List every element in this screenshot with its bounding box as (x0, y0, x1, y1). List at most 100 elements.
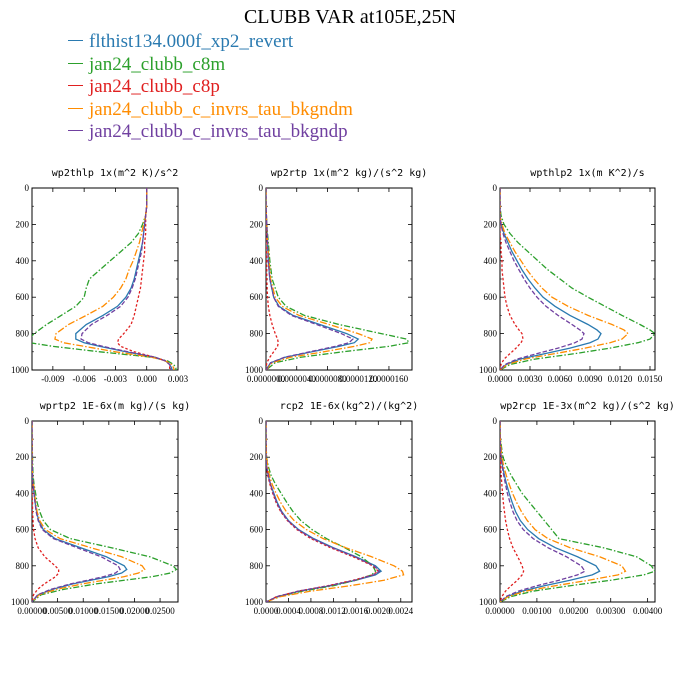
x-tick-label: -0.003 (104, 374, 128, 384)
y-tick-label: 400 (16, 256, 30, 266)
chart-panel: wprtp2 1E-6x(m kg)/(s kg) 0 200 400 600 800 10… (11, 401, 190, 616)
legend-label: jan24_clubb_c8p (89, 76, 220, 97)
y-tick-label: 400 (250, 488, 264, 498)
x-tick-label: 0.0030 (518, 374, 543, 384)
plot-frame (31, 187, 179, 371)
x-tick-label: -0.009 (41, 374, 65, 384)
series-line (266, 188, 354, 370)
panel-title: wp2rtp 1x(m^2 kg)/(s^2 kg) (271, 168, 428, 179)
series-line (80, 188, 172, 370)
x-tick-label: 0.0000 (254, 606, 279, 616)
y-tick-label: 800 (484, 561, 498, 571)
panel-title: rcp2 1E-6x(kg^2)/(kg^2) (280, 401, 418, 412)
series-line (500, 188, 655, 370)
y-tick-label: 200 (484, 452, 498, 462)
x-tick-label: 0.00500 (43, 606, 73, 616)
series-line (500, 421, 627, 602)
y-tick-label: 200 (16, 219, 30, 229)
y-tick-label: 200 (250, 452, 264, 462)
x-tick-label: 0.000 (137, 374, 158, 384)
y-tick-label: 1000 (245, 365, 264, 375)
legend-swatch (68, 85, 83, 87)
series-line (500, 421, 601, 602)
panel-title: wprtp2 1E-6x(m kg)/(s kg) (40, 401, 191, 412)
series-line (266, 421, 405, 602)
series-line (500, 421, 525, 602)
y-tick-label: 1000 (479, 597, 498, 607)
y-tick-label: 800 (16, 561, 30, 571)
series-line (266, 188, 374, 370)
y-tick-label: 1000 (11, 365, 30, 375)
legend: flthist134.000f_xp2_revert jan24_clubb_c… (68, 31, 353, 144)
chart-panel: wp2thlp 1x(m^2 K)/s^2 0 200 400 600 800 1000 -0… (11, 168, 189, 384)
panel-title: wpthlp2 1x(m K^2)/s (530, 168, 644, 179)
plot-frame (499, 187, 656, 371)
legend-label: jan24_clubb_c8m (89, 53, 226, 75)
series-line (500, 188, 524, 370)
x-tick-label: 0.0060 (548, 374, 573, 384)
x-tick-label: 0.00200 (559, 606, 589, 616)
legend-label: jan24_clubb_c_invrs_tau_bkgndm (89, 98, 353, 120)
y-tick-label: 600 (484, 292, 498, 302)
plot-frame (31, 420, 179, 603)
x-tick-label: 0.00000 (485, 606, 515, 616)
figure-title: CLUBB VAR at105E,25N (243, 6, 457, 28)
y-tick-label: 200 (16, 452, 30, 462)
series-line (500, 421, 586, 602)
y-tick-label: 800 (250, 329, 264, 339)
series-line (266, 421, 377, 602)
series-line (32, 188, 177, 370)
legend-swatch (68, 62, 83, 64)
x-tick-label: 0.0000080 (308, 374, 347, 384)
x-tick-label: 0.00300 (596, 606, 626, 616)
legend-item: jan24_clubb_c_invrs_tau_bkgndp (68, 121, 353, 144)
legend-item: jan24_clubb_c8m (68, 54, 353, 77)
series-line (116, 188, 171, 370)
legend-item: jan24_clubb_c8p (68, 76, 353, 99)
x-tick-label: 0.01000 (69, 606, 99, 616)
x-tick-label: 0.0004 (276, 606, 301, 616)
y-tick-label: 0 (493, 416, 498, 426)
x-tick-label: 0.0024 (388, 606, 413, 616)
x-tick-label: 0.0090 (578, 374, 603, 384)
x-tick-label: 0.0000040 (278, 374, 317, 384)
x-tick-label: 0.0016 (343, 606, 368, 616)
y-tick-label: 1000 (479, 365, 498, 375)
y-tick-label: 800 (16, 329, 30, 339)
y-tick-label: 1000 (11, 597, 30, 607)
x-tick-label: 0.0000120 (339, 374, 378, 384)
x-tick-label: 0.003 (168, 374, 189, 384)
legend-swatch (68, 40, 83, 42)
chart-panel: wp2rtp 1x(m^2 kg)/(s^2 kg) 0 200 400 600 800 1… (245, 168, 427, 384)
series-line (32, 421, 146, 602)
y-tick-label: 600 (250, 525, 264, 535)
y-tick-label: 400 (484, 488, 498, 498)
series-line (32, 421, 121, 602)
y-tick-label: 600 (16, 525, 30, 535)
chart-panel: wpthlp2 1x(m K^2)/s020040060080010000.00… (479, 168, 663, 384)
x-tick-label: 0.0120 (608, 374, 633, 384)
series-line (54, 188, 175, 370)
y-tick-label: 800 (484, 329, 498, 339)
panel-title: wp2thlp 1x(m^2 K)/s^2 (52, 168, 178, 179)
y-tick-label: 0 (493, 183, 498, 193)
x-tick-label: 0.0150 (638, 374, 663, 384)
y-tick-label: 200 (250, 219, 264, 229)
x-tick-label: 0.0000 (488, 374, 513, 384)
legend-item: jan24_clubb_c_invrs_tau_bkgndm (68, 99, 353, 122)
x-tick-label: 0.02000 (120, 606, 150, 616)
series-line (266, 188, 410, 370)
legend-item: flthist134.000f_xp2_revert (68, 31, 353, 54)
series-line (500, 421, 655, 602)
x-tick-label: 0.0012 (321, 606, 346, 616)
series-line (266, 421, 381, 602)
x-tick-label: 0.01500 (94, 606, 124, 616)
legend-swatch (68, 107, 83, 109)
x-tick-label: 0.00000 (17, 606, 47, 616)
series-line (500, 188, 585, 370)
y-tick-label: 400 (484, 256, 498, 266)
y-tick-label: 200 (484, 219, 498, 229)
y-tick-label: 0 (25, 183, 30, 193)
series-line (266, 188, 360, 370)
